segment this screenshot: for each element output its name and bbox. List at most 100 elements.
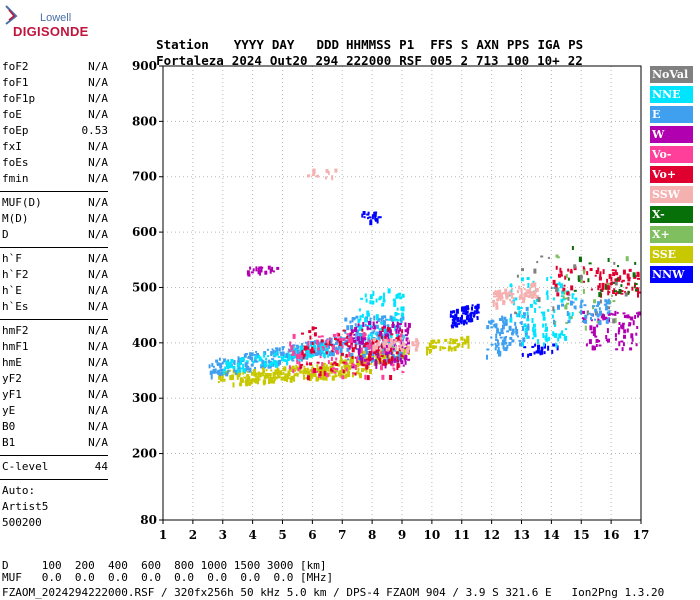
- echo-point: [562, 295, 565, 299]
- echo-point: [316, 361, 320, 364]
- echo-point: [636, 312, 638, 315]
- echo-point: [362, 353, 366, 358]
- param-row: h`Es N/A: [2, 300, 108, 313]
- echo-point: [366, 358, 369, 361]
- echo-point: [406, 331, 409, 335]
- echo-point: [486, 325, 490, 330]
- echo-point: [596, 320, 599, 323]
- echo-point: [626, 328, 629, 333]
- param-row: MUF(D) N/A: [2, 196, 108, 209]
- echo-point: [517, 335, 519, 338]
- echo-point: [282, 376, 285, 380]
- echo-point: [545, 326, 548, 332]
- echo-point: [349, 359, 353, 364]
- echo-point: [312, 350, 315, 354]
- echo-point: [373, 359, 377, 362]
- echo-point: [358, 308, 361, 312]
- echo-point: [520, 295, 523, 300]
- echo-point: [353, 339, 357, 343]
- echo-point: [235, 370, 238, 375]
- echo-point: [512, 299, 515, 303]
- echo-point: [289, 357, 292, 360]
- echo-point: [542, 323, 545, 328]
- header-label: DDD: [316, 37, 340, 52]
- echo-point: [564, 297, 568, 300]
- echo-point: [285, 353, 288, 358]
- echo-point: [517, 306, 521, 311]
- echo-point: [286, 358, 290, 361]
- echo-point: [555, 254, 559, 258]
- echo-point: [372, 290, 375, 296]
- echo-point: [373, 325, 376, 330]
- echo-point: [542, 333, 545, 338]
- echo-point: [508, 290, 512, 295]
- echo-point: [394, 357, 397, 361]
- echo-point: [610, 312, 613, 315]
- echo-point: [388, 343, 392, 348]
- echo-point: [343, 362, 346, 366]
- echo-point: [444, 338, 448, 342]
- echo-point: [587, 310, 589, 313]
- echo-point: [349, 320, 352, 324]
- echo-point: [287, 370, 291, 376]
- echo-point: [354, 344, 357, 350]
- echo-point: [371, 300, 375, 305]
- echo-point: [290, 366, 294, 372]
- echo-point: [316, 370, 319, 373]
- echo-point: [374, 360, 378, 366]
- echo-point: [335, 363, 339, 366]
- echo-point: [320, 344, 324, 347]
- echo-point: [450, 324, 453, 327]
- echo-point: [304, 356, 307, 360]
- echo-point: [397, 325, 401, 329]
- echo-point: [613, 261, 616, 265]
- echo-point: [347, 335, 351, 337]
- echo-point: [389, 315, 393, 320]
- echo-point: [404, 322, 407, 326]
- echo-point: [358, 332, 362, 337]
- echo-point: [381, 315, 384, 320]
- echo-point: [505, 342, 507, 345]
- echo-point: [461, 306, 464, 312]
- echo-point: [463, 342, 467, 345]
- echo-point: [354, 342, 358, 346]
- echo-point: [239, 382, 243, 387]
- echo-point: [519, 321, 522, 324]
- echo-point: [581, 320, 585, 323]
- echo-point: [209, 370, 213, 375]
- echo-point: [524, 292, 528, 296]
- echo-point: [615, 272, 619, 276]
- echo-point: [351, 343, 353, 349]
- echo-point: [216, 362, 220, 366]
- echo-point: [565, 328, 567, 331]
- echo-point: [561, 303, 564, 307]
- echo-point: [375, 298, 378, 303]
- legend-item: SSE: [650, 246, 693, 263]
- echo-point: [623, 329, 627, 334]
- echo-point: [552, 279, 556, 285]
- echo-point: [560, 283, 563, 289]
- echo-point: [339, 338, 343, 344]
- echo-point: [272, 359, 276, 364]
- echo-point: [534, 328, 537, 334]
- footer-distance-row: D 100 200 400 600 800 1000 1500 3000 [km…: [2, 559, 327, 572]
- echo-point: [306, 363, 309, 366]
- echo-point: [395, 351, 399, 355]
- echo-point: [495, 302, 499, 306]
- echo-point: [506, 330, 510, 333]
- echo-point: [370, 334, 373, 340]
- echo-point: [310, 349, 314, 354]
- header-label: IGA: [537, 37, 561, 52]
- echo-point: [370, 357, 374, 360]
- echo-point: [328, 337, 331, 341]
- echo-point: [367, 211, 370, 215]
- echo-point: [279, 370, 283, 376]
- echo-point: [391, 341, 393, 346]
- echo-point: [339, 349, 343, 353]
- echo-point: [385, 362, 388, 366]
- echo-point: [466, 305, 469, 311]
- echo-point: [309, 362, 312, 366]
- echo-point: [476, 311, 480, 314]
- echo-point: [390, 351, 393, 356]
- echo-point: [525, 289, 529, 292]
